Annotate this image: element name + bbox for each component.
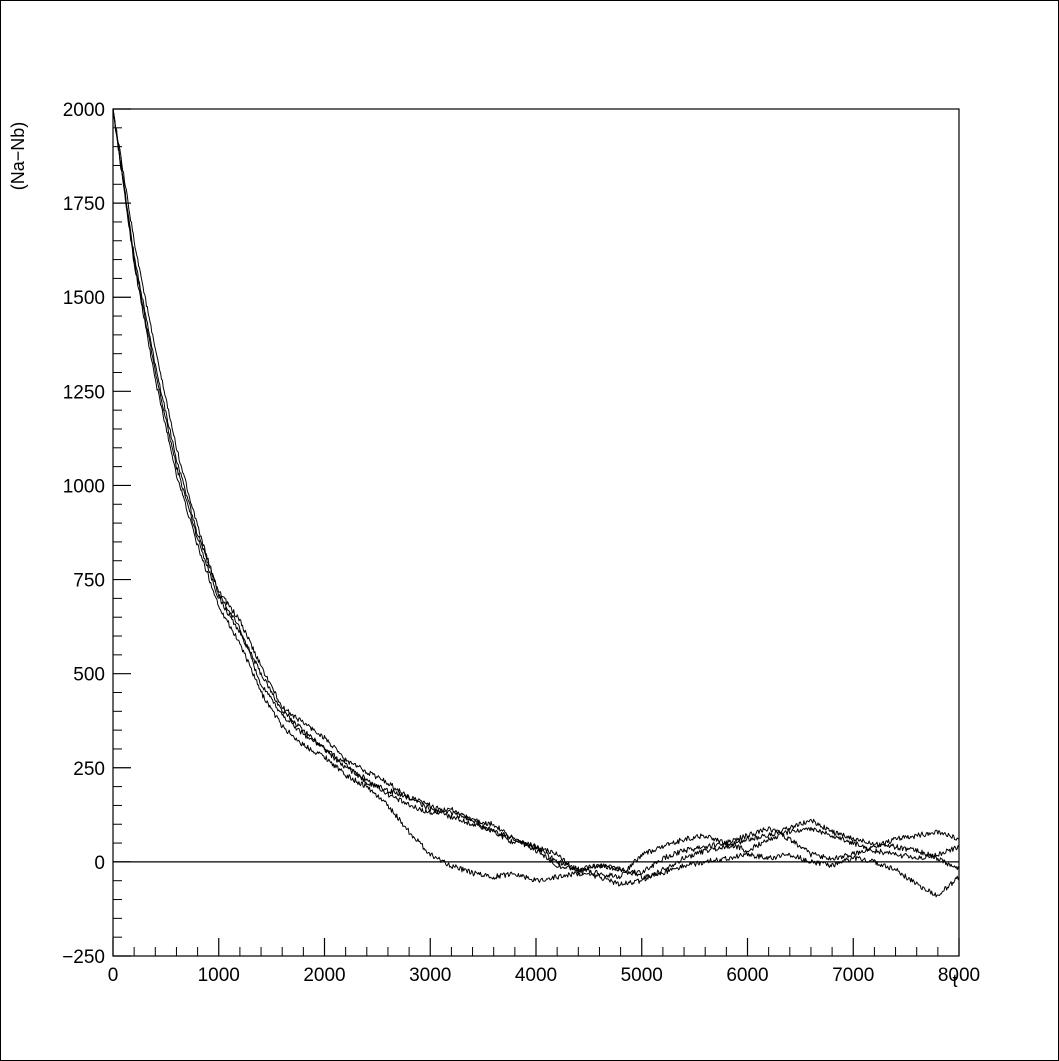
x-tick-label: 6000 — [726, 965, 768, 986]
x-tick-label: 7000 — [832, 965, 874, 986]
x-tick-label: 5000 — [621, 965, 663, 986]
series-line-4 — [112, 108, 960, 880]
x-tick-label: 4000 — [515, 965, 557, 986]
x-axis-label: t — [952, 971, 957, 991]
y-tick-label: 1750 — [63, 194, 105, 215]
y-tick-label: 250 — [73, 759, 105, 780]
x-axis-ticks — [112, 938, 960, 956]
series-line-1 — [112, 108, 960, 887]
plot-area-border — [112, 108, 960, 957]
x-tick-label: 3000 — [409, 965, 451, 986]
y-tick-label: −250 — [62, 947, 105, 968]
y-axis-tick-labels: −250 0 250 500 750 1000 1250 1500 1750 2000 — [62, 100, 105, 968]
y-tick-label: 1500 — [63, 288, 105, 309]
x-tick-label: 1000 — [198, 965, 240, 986]
series-line-2 — [112, 108, 960, 883]
x-tick-label: 0 — [108, 965, 119, 986]
x-tick-label: 2000 — [303, 965, 345, 986]
y-tick-label: 500 — [73, 665, 105, 686]
y-tick-label: 2000 — [63, 100, 105, 121]
series-line-3 — [112, 108, 960, 898]
y-axis-ticks — [113, 108, 131, 957]
y-tick-label: 0 — [94, 853, 105, 874]
y-tick-label: 1250 — [63, 382, 105, 403]
y-tick-label: 1000 — [63, 476, 105, 497]
y-tick-label: 750 — [73, 571, 105, 592]
x-axis-tick-labels: 0 1000 2000 3000 4000 5000 6000 7000 8000 — [108, 965, 980, 986]
y-axis-label: (Na−Nb) — [8, 122, 28, 191]
series-traces — [112, 108, 960, 898]
x-tick-label: 8000 — [938, 965, 980, 986]
